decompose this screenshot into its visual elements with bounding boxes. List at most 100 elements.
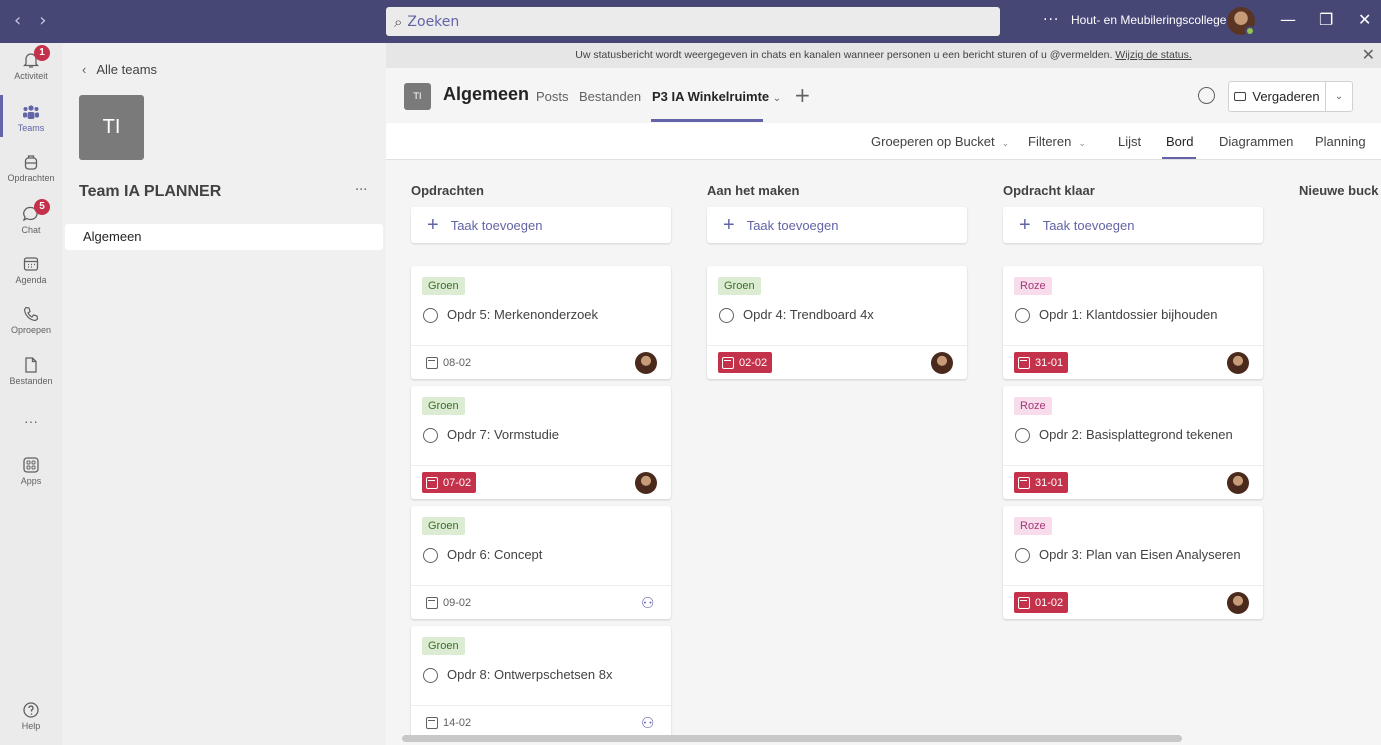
task-title: Opdr 5: Merkenonderzoek [447,307,599,322]
horizontal-scrollbar[interactable] [402,735,1182,742]
team-more-options-icon[interactable]: ··· [355,183,368,198]
title-bar: ‹ › ⌕ Zoeken ··· Hout- en Meubileringsco… [0,0,1381,43]
rail-item-teams[interactable]: Teams [0,103,62,133]
task-label: Groen [422,397,465,415]
plus-icon: + [427,213,439,236]
assign-person-icon[interactable]: ⚇ [641,714,655,732]
rail-label: Bestanden [9,376,53,386]
chevron-down-icon: ⌄ [772,93,782,104]
task-card[interactable]: Roze Opdr 2: Basisplattegrond tekenen 31… [1003,386,1263,499]
complete-task-checkbox[interactable] [423,668,438,683]
calendar-icon [1018,596,1030,609]
bucket-title[interactable]: Opdrachten [411,183,484,198]
rail-item-help[interactable]: Help [0,701,62,731]
assignee-avatar[interactable] [1227,472,1249,494]
assignee-avatar[interactable] [1227,592,1249,614]
task-title: Opdr 8: Ontwerpschetsen 8x [447,667,613,682]
task-card[interactable]: Groen Opdr 6: Concept 09-02 ⚇ [411,506,671,619]
forward-arrow-icon[interactable]: › [39,10,47,31]
channel-header: TI Algemeen Posts Bestanden P3 IA Winkel… [386,68,1381,123]
maximize-icon[interactable]: ❐ [1319,10,1334,29]
rail-label: Activiteit [14,71,48,81]
rail-label: Apps [20,476,42,486]
channel-item-algemeen[interactable]: Algemeen [65,224,383,250]
complete-task-checkbox[interactable] [423,428,438,443]
task-title: Opdr 1: Klantdossier bijhouden [1039,307,1218,322]
task-title: Opdr 7: Vormstudie [447,427,559,442]
task-card[interactable]: Roze Opdr 3: Plan van Eisen Analyseren 0… [1003,506,1263,619]
view-charts[interactable]: Diagrammen [1219,134,1294,149]
tab-planner-label: P3 IA Winkelruimte [652,89,770,104]
team-name: Team IA PLANNER [79,183,222,200]
bucket-title[interactable]: Opdracht klaar [1003,183,1095,198]
task-card[interactable]: Groen Opdr 5: Merkenonderzoek 08-02 [411,266,671,379]
meet-dropdown-icon[interactable]: ⌄ [1334,91,1344,102]
change-status-link[interactable]: Wijzig de status. [1115,49,1192,61]
complete-task-checkbox[interactable] [1015,428,1030,443]
all-teams-link[interactable]: ‹ Alle teams [82,62,157,77]
add-tab-icon[interactable]: + [794,83,811,107]
rail-item-assignments[interactable]: Opdrachten [0,153,62,183]
task-title: Opdr 3: Plan van Eisen Analyseren [1039,547,1241,562]
back-arrow-icon[interactable]: ‹ [14,10,22,31]
task-card[interactable]: Groen Opdr 7: Vormstudie 07-02 [411,386,671,499]
task-card[interactable]: Roze Opdr 1: Klantdossier bijhouden 31-0… [1003,266,1263,379]
meet-button[interactable]: Vergaderen ⌄ [1228,81,1353,112]
rail-item-files[interactable]: Bestanden [0,356,62,386]
complete-task-checkbox[interactable] [423,548,438,563]
group-by-dropdown[interactable]: Groeperen op Bucket ⌄ [871,134,1009,149]
close-window-icon[interactable]: ✕ [1358,10,1372,29]
due-date-overdue: 07-02 [422,472,477,493]
tab-files[interactable]: Bestanden [579,89,642,104]
rail-item-calls[interactable]: Oproepen [0,305,62,335]
organization-name[interactable]: Hout- en Meubileringscollege [1071,13,1227,27]
group-by-label: Groeperen op Bucket [871,134,995,149]
assignee-avatar[interactable] [635,352,657,374]
view-schedule[interactable]: Planning [1315,134,1366,149]
view-list[interactable]: Lijst [1118,134,1142,149]
assignee-avatar[interactable] [1227,352,1249,374]
calendar-icon [426,596,438,609]
chevron-left-icon: ‹ [82,62,87,77]
calendar-icon [426,356,438,369]
add-task-button[interactable]: + Taak toevoegen [707,207,967,243]
presence-available-icon [1245,26,1255,36]
rail-label: Chat [21,225,41,235]
assignee-avatar[interactable] [635,472,657,494]
task-card[interactable]: Groen Opdr 8: Ontwerpschetsen 8x 14-02 ⚇ [411,626,671,739]
rail-item-apps[interactable]: Apps [0,456,62,486]
rail-item-chat[interactable]: 5 Chat [0,199,62,235]
filter-dropdown[interactable]: Filteren ⌄ [1028,134,1086,149]
rail-item-calendar[interactable]: Agenda [0,255,62,285]
assign-person-icon[interactable]: ⚇ [641,594,655,612]
meet-now-button[interactable]: Vergaderen [1229,82,1326,111]
complete-task-checkbox[interactable] [719,308,734,323]
task-title: Opdr 2: Basisplattegrond tekenen [1039,427,1233,442]
task-card[interactable]: Groen Opdr 4: Trendboard 4x 02-02 [707,266,967,379]
more-options-icon[interactable]: ··· [1043,12,1060,28]
conversation-icon[interactable] [1198,87,1215,104]
history-nav: ‹ › [14,10,46,31]
view-board[interactable]: Bord [1166,134,1194,149]
due-date: 09-02 [422,592,476,613]
minimize-icon[interactable]: — [1280,10,1296,29]
rail-more-apps[interactable]: ··· [0,413,62,429]
rail-label: Opdrachten [7,173,55,183]
rail-item-activity[interactable]: 1 Activiteit [0,45,62,81]
bucket-title[interactable]: Aan het maken [707,183,800,198]
search-box[interactable]: ⌕ Zoeken [386,7,1000,36]
tab-planner[interactable]: P3 IA Winkelruimte ⌄ [652,89,781,104]
complete-task-checkbox[interactable] [423,308,438,323]
card-divider [1003,465,1263,466]
assignee-avatar[interactable] [931,352,953,374]
complete-task-checkbox[interactable] [1015,308,1030,323]
task-label: Groen [422,637,465,655]
complete-task-checkbox[interactable] [1015,548,1030,563]
add-task-button[interactable]: + Taak toevoegen [411,207,671,243]
close-banner-icon[interactable]: ✕ [1361,47,1375,64]
plus-icon: + [723,213,735,236]
add-task-button[interactable]: + Taak toevoegen [1003,207,1263,243]
tab-posts[interactable]: Posts [536,89,569,104]
bucket-title[interactable]: Nieuwe buck [1299,183,1379,198]
planner-toolbar: Groeperen op Bucket ⌄ Filteren ⌄ Lijst Bor… [386,123,1381,160]
